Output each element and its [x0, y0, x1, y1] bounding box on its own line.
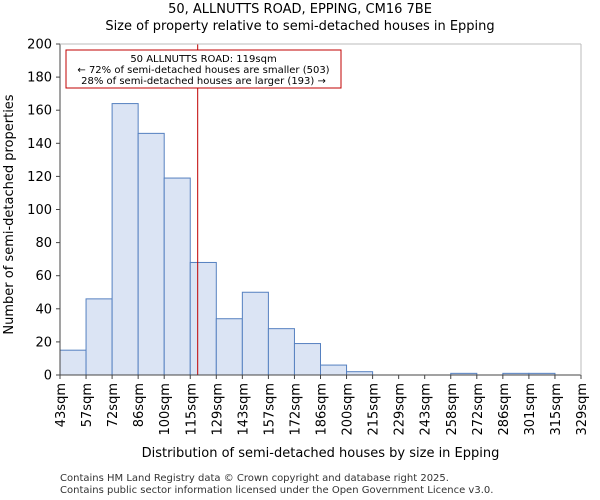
x-tick-label: 272sqm — [471, 383, 486, 436]
x-tick-label: 100sqm — [158, 383, 173, 436]
x-tick-label: 229sqm — [393, 383, 408, 436]
y-tick-label: 20 — [35, 335, 52, 350]
x-tick-label: 72sqm — [106, 383, 121, 427]
bar-115sqm — [189, 261, 217, 376]
y-tick-label: 180 — [27, 71, 52, 86]
x-tick-label: 172sqm — [288, 383, 303, 436]
footer-copyright: Contains HM Land Registry data © Crown c… — [60, 473, 449, 484]
y-tick-label: 60 — [35, 269, 52, 284]
annotation-border — [65, 49, 342, 89]
y-tick-label: 120 — [27, 170, 52, 185]
x-tick-label: 301sqm — [523, 383, 538, 436]
x-tick-label: 157sqm — [262, 383, 277, 436]
y-axis-label: Number of semi-detached properties — [2, 94, 17, 334]
y-tick-label: 80 — [35, 236, 52, 251]
x-tick-label: 57sqm — [80, 383, 95, 427]
bar-57sqm — [85, 298, 113, 376]
x-tick-label: 315sqm — [549, 383, 564, 436]
y-tick-label: 100 — [27, 203, 52, 218]
bar-100sqm — [163, 177, 191, 376]
bar-143sqm — [241, 291, 269, 376]
x-tick-label: 186sqm — [315, 383, 330, 436]
x-tick-label: 258sqm — [445, 383, 460, 436]
chart-subtitle: Size of property relative to semi-detach… — [105, 19, 495, 34]
y-tick-label: 200 — [27, 38, 52, 53]
x-tick-label: 243sqm — [419, 383, 434, 436]
bar-157sqm — [267, 328, 295, 376]
y-tick-label: 160 — [27, 104, 52, 119]
y-tick-label: 140 — [27, 137, 52, 152]
x-tick-label: 115sqm — [184, 383, 199, 436]
x-axis-label: Distribution of semi-detached houses by … — [142, 446, 500, 461]
x-tick-label: 86sqm — [132, 383, 147, 427]
x-tick-label: 43sqm — [54, 383, 69, 427]
bar-129sqm — [215, 318, 243, 376]
histogram-chart: 0 20 40 60 80 100 120 140 160 180 200 43sqm 57sqm 72… — [2, 38, 590, 462]
x-tick-label: 329sqm — [575, 383, 590, 436]
annotation-line-title: 50 ALLNUTTS ROAD: 119sqm — [130, 54, 276, 65]
y-tick-label: 0 — [44, 369, 52, 384]
x-tick-label: 200sqm — [341, 383, 356, 436]
footer-licence: Contains public sector information licen… — [60, 485, 494, 496]
x-tick-label: 143sqm — [236, 383, 251, 436]
y-tick-label: 40 — [35, 302, 52, 317]
x-tick-label: 215sqm — [367, 383, 382, 436]
annotation-line-larger: 28% of semi-detached houses are larger (… — [81, 76, 326, 87]
bar-186sqm — [320, 364, 348, 376]
bar-172sqm — [293, 343, 322, 376]
chart-title: 50, ALLNUTTS ROAD, EPPING, CM16 7BE — [168, 2, 432, 17]
annotation-line-smaller: ← 72% of semi-detached houses are smalle… — [77, 65, 329, 76]
annotation-box: 50 ALLNUTTS ROAD: 119sqm ← 72% of semi-d… — [65, 49, 342, 89]
bar-43sqm — [59, 349, 87, 376]
bar-72sqm — [111, 103, 139, 376]
x-tick-label: 129sqm — [210, 383, 225, 436]
bar-86sqm — [137, 132, 165, 376]
x-tick-label: 286sqm — [497, 383, 512, 436]
